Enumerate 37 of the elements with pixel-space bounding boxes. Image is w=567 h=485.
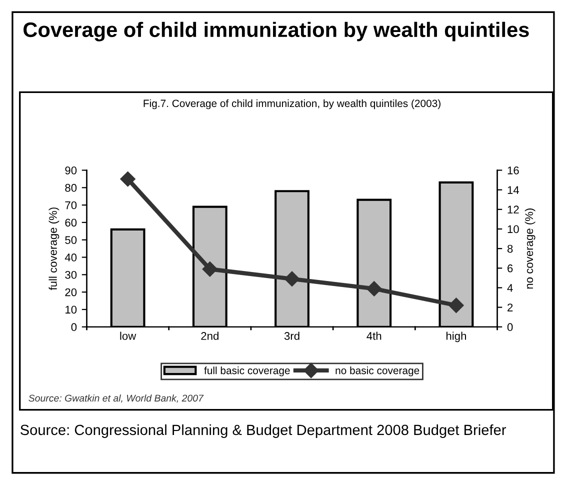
y2-tick-label: 12 bbox=[508, 206, 519, 214]
y-tick-label: 30 bbox=[65, 270, 77, 279]
y2-tick-label: 0 bbox=[507, 323, 513, 332]
y2-tick-label: 10 bbox=[508, 225, 519, 234]
y-tick-label: 0 bbox=[71, 323, 77, 332]
y-tick-label: 40 bbox=[64, 254, 77, 262]
source-note: Source: Gwatkin et al, World Bank, 2007 bbox=[28, 394, 204, 403]
y-tick-label: 80 bbox=[65, 184, 77, 192]
y-tick-label: 10 bbox=[66, 306, 77, 314]
point bbox=[120, 171, 136, 187]
y-tick-label: 20 bbox=[65, 288, 77, 296]
y-tick-label: 70 bbox=[65, 201, 77, 210]
y2-tick-label: 16 bbox=[508, 166, 519, 174]
point bbox=[366, 281, 382, 296]
point bbox=[284, 271, 300, 286]
y2-tick-label: 14 bbox=[508, 186, 520, 194]
x-tick-label: 3rd bbox=[284, 332, 300, 340]
y2-tick-label: 8 bbox=[507, 244, 513, 253]
x-tick-label: 2nd bbox=[201, 332, 218, 340]
y2-axis-title: no coverage (%) bbox=[524, 208, 536, 289]
y2-tick-label: 4 bbox=[507, 284, 513, 292]
y-tick-label: 90 bbox=[65, 166, 77, 174]
y2-tick-label: 2 bbox=[508, 304, 513, 312]
y-tick-label: 50 bbox=[65, 236, 77, 244]
x-tick-label: 4th bbox=[366, 332, 382, 340]
chart-title: Coverage of child immunization by wealth quintiles bbox=[24, 22, 529, 42]
y-tick-label: 60 bbox=[65, 218, 77, 227]
chart-subtitle: Fig.7. Coverage of child immunization, by wealth quintiles (2003) bbox=[144, 99, 440, 110]
y-axis-title: full coverage (%) bbox=[48, 208, 60, 290]
source-note: Source: Congressional Planning & Budget Department 2008 Budget Briefer bbox=[20, 424, 506, 438]
point bbox=[202, 262, 218, 277]
legend-label: full basic coverage bbox=[204, 366, 290, 376]
x-tick-label: high bbox=[446, 332, 466, 342]
x-tick-label: low bbox=[120, 332, 136, 340]
legend-label: no basic coverage bbox=[336, 366, 420, 376]
y2-tick-label: 6 bbox=[508, 264, 513, 272]
point bbox=[448, 298, 464, 313]
